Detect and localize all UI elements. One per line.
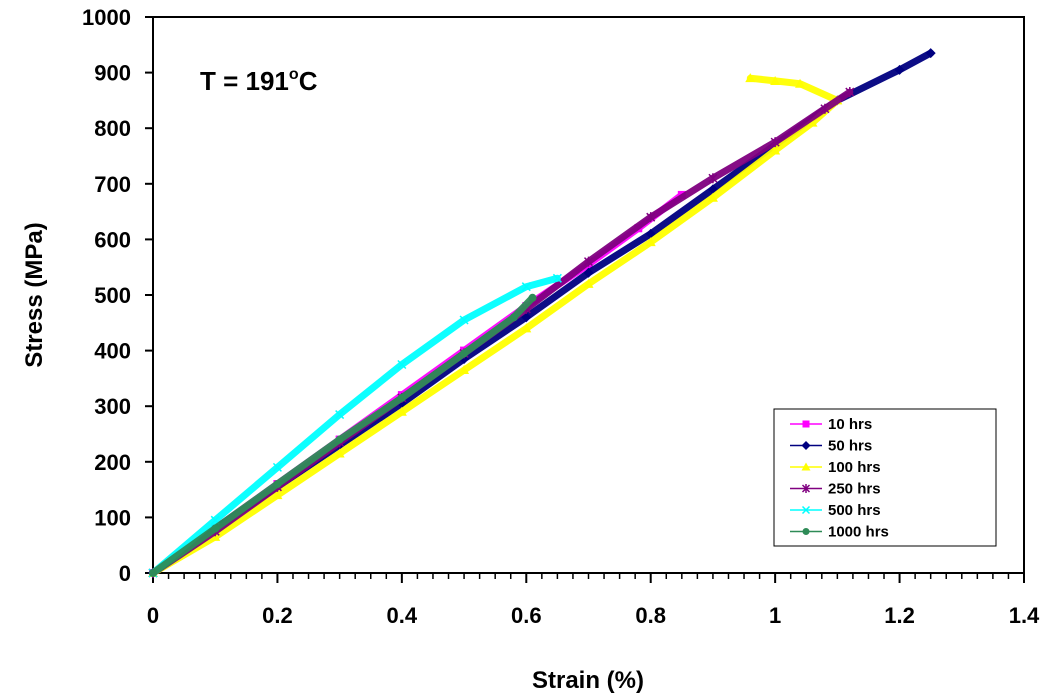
y-tick-label: 500 <box>94 283 131 308</box>
y-tick-label: 200 <box>94 450 131 475</box>
x-tick-label: 0.6 <box>511 603 542 628</box>
data-point <box>770 137 780 148</box>
data-point <box>528 293 537 302</box>
data-point <box>770 75 781 85</box>
data-point <box>583 267 594 278</box>
legend-label: 1000 hrs <box>828 524 889 541</box>
data-point <box>509 313 518 322</box>
legend-item: 50 hrs <box>790 438 872 455</box>
data-point <box>335 410 345 420</box>
labels-layer: 0 0.2 0.4 0.6 0.8 1 1.2 1.4 0 100 200 300 400 500 600 7… <box>82 5 1040 628</box>
series-line <box>149 274 561 577</box>
y-tick-label: 300 <box>94 394 131 419</box>
data-point <box>745 73 756 83</box>
legend-item: 1000 hrs <box>790 524 889 541</box>
data-point <box>396 406 407 416</box>
annotation-unit: C <box>299 66 318 96</box>
legend-marker <box>801 484 811 493</box>
data-point <box>149 569 157 577</box>
x-tick-label: 0.8 <box>635 603 666 628</box>
legend-label: 10 hrs <box>828 416 872 433</box>
y-tick-label: 0 <box>119 561 131 586</box>
data-point <box>460 349 469 358</box>
legend-marker <box>801 441 811 450</box>
data-point <box>335 435 344 444</box>
x-tick-label: 0.4 <box>387 603 418 628</box>
data-point <box>708 173 718 184</box>
legend: 10 hrs 50 hrs 100 hrs 250 hrs 500 hrs 1000 hr… <box>773 408 997 547</box>
series-layer <box>148 48 936 578</box>
x-tick-label: 0.2 <box>262 603 293 628</box>
y-tick-label: 400 <box>94 339 131 364</box>
legend-marker <box>801 505 811 515</box>
data-point <box>273 480 282 489</box>
data-point <box>770 145 781 155</box>
data-point <box>211 524 220 533</box>
data-point <box>645 237 656 247</box>
series-1000-hrs <box>149 293 537 577</box>
series-500-hrs <box>148 273 562 578</box>
data-point <box>272 462 282 472</box>
x-tick-label: 1.2 <box>884 603 915 628</box>
x-axis-title: Strain (%) <box>532 667 644 694</box>
y-tick-label: 900 <box>94 61 131 86</box>
annotation-temperature: T = 191oC <box>200 66 318 96</box>
series-line <box>149 294 536 577</box>
data-point <box>459 365 470 375</box>
data-point <box>894 64 905 75</box>
data-point <box>583 256 594 267</box>
data-point <box>646 212 656 223</box>
data-point <box>707 192 718 202</box>
data-point <box>552 273 562 283</box>
data-point <box>807 117 818 127</box>
data-point <box>272 490 283 500</box>
legend-item: 500 hrs <box>790 502 881 519</box>
data-point <box>459 315 469 325</box>
data-point <box>334 448 345 458</box>
legend-marker <box>802 528 810 535</box>
legend-label: 50 hrs <box>828 438 872 455</box>
legend-item: 10 hrs <box>790 416 872 433</box>
legend-item: 100 hrs <box>790 459 881 476</box>
data-point <box>925 48 936 59</box>
data-point <box>845 87 855 98</box>
data-point <box>820 103 830 114</box>
legend-item: 250 hrs <box>790 481 881 498</box>
data-point <box>795 78 806 88</box>
series-line <box>149 74 841 577</box>
legend-box <box>773 408 997 547</box>
annotation-degree: o <box>289 66 299 83</box>
legend-label: 100 hrs <box>828 459 881 476</box>
x-tick-label: 1 <box>769 603 781 628</box>
y-axis-title: Stress (MPa) <box>21 222 48 367</box>
legend-marker <box>801 462 811 471</box>
annotation-main: T = 191 <box>200 66 289 96</box>
y-tick-label: 100 <box>94 505 131 530</box>
data-point <box>397 359 407 370</box>
ticks-layer <box>145 16 1025 583</box>
y-tick-label: 1000 <box>82 5 131 30</box>
data-point <box>397 393 406 402</box>
y-tick-label: 700 <box>94 172 131 197</box>
data-point <box>521 323 532 333</box>
y-tick-label: 800 <box>94 116 131 141</box>
data-point <box>210 531 221 541</box>
data-point <box>583 278 594 288</box>
legend-label: 500 hrs <box>828 502 881 519</box>
legend-marker <box>802 420 810 428</box>
x-tick-label: 1.4 <box>1009 603 1040 628</box>
legend-label: 250 hrs <box>828 481 881 498</box>
y-tick-label: 600 <box>94 227 131 252</box>
x-tick-label: 0 <box>147 603 159 628</box>
data-point <box>521 282 531 292</box>
